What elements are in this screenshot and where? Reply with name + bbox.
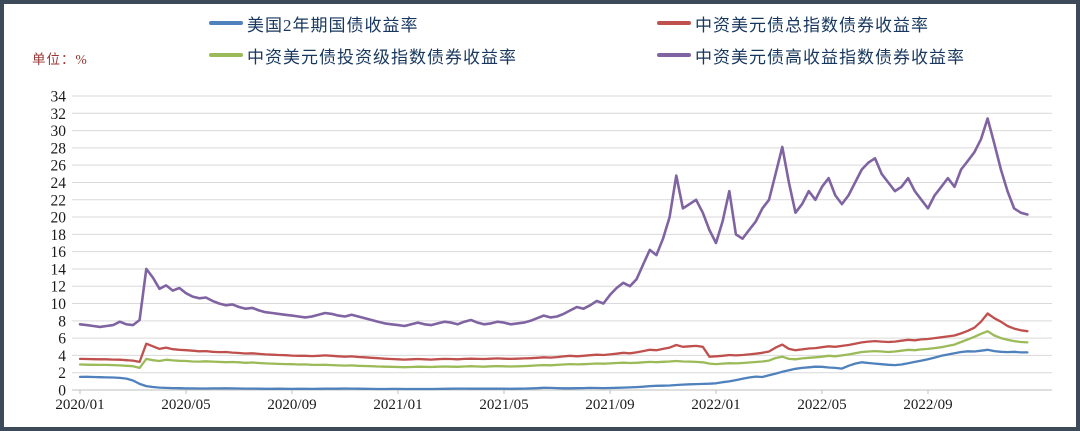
svg-text:34: 34 (51, 89, 67, 106)
svg-text:26: 26 (51, 158, 67, 175)
svg-text:32: 32 (51, 106, 67, 123)
x-axis-ticks (79, 390, 929, 394)
series-line-3 (78, 117, 1029, 329)
unit-label: 单位：% (32, 52, 88, 67)
legend-item-total-index: 中资美元债总指数债券收益率 (657, 13, 929, 35)
svg-text:0: 0 (58, 383, 66, 400)
legend-label: 中资美元债高收益指数债券收益率 (695, 47, 965, 67)
legend-label: 中资美元债总指数债券收益率 (695, 15, 929, 35)
x-axis-labels: 2020/01 2020/05 2020/09 2021/01 2021/05 2021/… (55, 397, 952, 413)
svg-text:28: 28 (51, 140, 67, 157)
svg-text:2021/09: 2021/09 (585, 397, 634, 413)
svg-text:30: 30 (51, 123, 67, 140)
svg-text:10: 10 (51, 296, 67, 313)
svg-text:2022/01: 2022/01 (691, 397, 740, 413)
svg-text:22: 22 (51, 192, 67, 209)
legend-label: 美国2年期国债收益率 (247, 15, 419, 35)
svg-text:14: 14 (51, 261, 67, 278)
svg-text:20: 20 (51, 210, 67, 227)
svg-text:2022/05: 2022/05 (797, 397, 846, 413)
svg-text:2: 2 (58, 365, 66, 382)
legend-line-swatch-purple (657, 52, 691, 58)
svg-text:6: 6 (58, 331, 66, 348)
svg-text:2022/09: 2022/09 (903, 397, 952, 413)
series-line-1 (78, 312, 1029, 364)
legend-item-us-2y-treasury: 美国2年期国债收益率 (209, 13, 419, 35)
legend-line-swatch-blue (209, 20, 243, 26)
svg-text:24: 24 (51, 175, 67, 192)
svg-text:16: 16 (51, 244, 67, 261)
gridlines (72, 95, 1052, 391)
svg-text:18: 18 (51, 227, 67, 244)
legend-label: 中资美元债投资级指数债券收益率 (247, 47, 517, 67)
svg-text:2021/05: 2021/05 (479, 397, 528, 413)
legend-item-high-yield: 中资美元债高收益指数债券收益率 (657, 45, 965, 67)
svg-text:4: 4 (58, 348, 66, 365)
svg-text:2021/01: 2021/01 (373, 397, 422, 413)
svg-text:12: 12 (51, 279, 67, 296)
svg-text:2020/05: 2020/05 (161, 397, 210, 413)
svg-text:2020/09: 2020/09 (267, 397, 316, 413)
legend-line-swatch-green (209, 52, 243, 58)
svg-text:8: 8 (58, 313, 66, 330)
legend-item-investment-grade: 中资美元债投资级指数债券收益率 (209, 45, 517, 67)
series-line-0 (78, 348, 1029, 391)
legend-line-swatch-red (657, 20, 691, 26)
svg-text:2020/01: 2020/01 (55, 397, 104, 413)
series-line-2 (78, 330, 1029, 370)
